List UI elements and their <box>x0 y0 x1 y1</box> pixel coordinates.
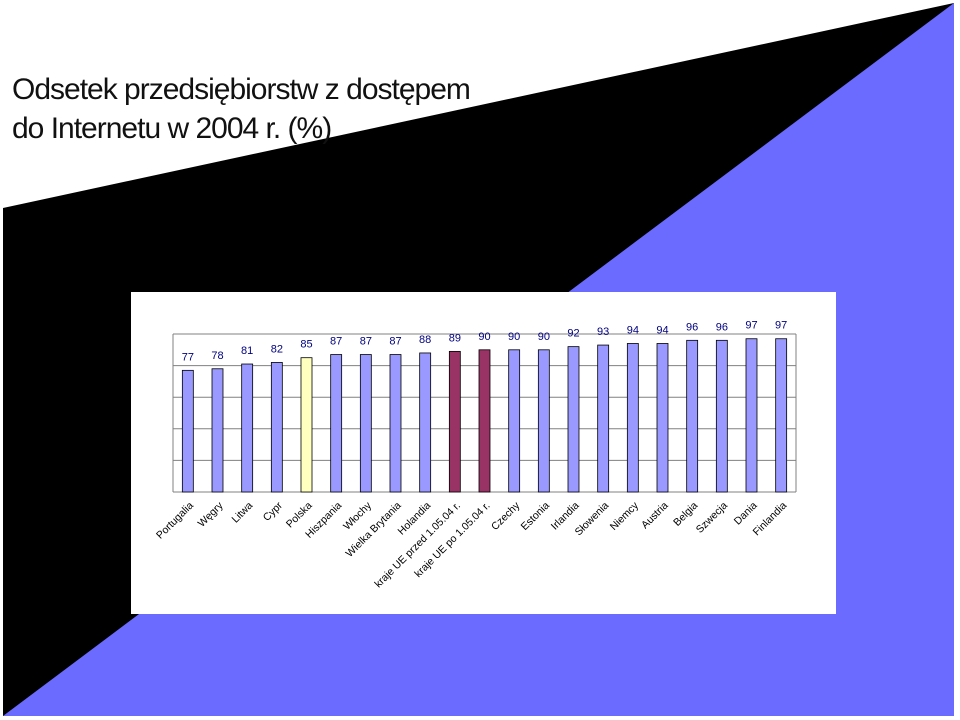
bar-value-label: 90 <box>538 331 550 343</box>
category-label: Węgry <box>196 499 226 529</box>
value-labels: 77 78 81 82 85 87 87 87 88 89 90 90 90 92 93 94 94 96 96 97… <box>182 320 788 364</box>
category-label: Litwa <box>229 500 255 526</box>
bar <box>508 349 521 493</box>
bar <box>745 338 758 493</box>
bar-value-label: 90 <box>478 331 490 343</box>
bar-value-label: 97 <box>775 320 787 332</box>
bar <box>419 352 432 493</box>
bar <box>567 346 580 493</box>
category-label: Wielka Brytania <box>344 500 404 560</box>
slide-title-line-2: do Internetu w 2004 r. (%) <box>12 112 332 145</box>
bar-value-label: 89 <box>449 332 461 344</box>
bar-value-label: 96 <box>716 321 728 333</box>
bar <box>656 343 669 493</box>
bar <box>478 349 491 493</box>
bar-value-label: 93 <box>597 326 609 338</box>
bar-value-label: 81 <box>241 345 253 357</box>
bar-value-label: 87 <box>360 336 372 348</box>
bar-value-label: 87 <box>389 336 401 348</box>
bar <box>211 368 224 493</box>
white-right-edge <box>954 0 960 720</box>
category-label: Austria <box>639 500 671 532</box>
bar-value-label: 96 <box>686 321 698 333</box>
bar <box>775 338 788 493</box>
bar-value-label: 90 <box>508 331 520 343</box>
bar-value-label: 82 <box>271 343 283 355</box>
bar-value-label: 77 <box>182 351 194 363</box>
bar-value-label: 92 <box>567 328 579 340</box>
white-bottom-edge <box>0 716 960 720</box>
white-title-area <box>3 3 954 208</box>
bar-value-label: 94 <box>656 324 668 336</box>
bar <box>181 369 194 493</box>
bar-value-label: 97 <box>745 320 757 332</box>
category-labels: Portugalia Węgry Litwa CyprPolskaHiszpaniaW… <box>154 499 789 590</box>
category-label: Niemcy <box>608 499 642 533</box>
bar <box>597 344 610 493</box>
bar <box>389 354 402 493</box>
slide-title-line-1: Odsetek przedsiębiorstw z dostępem <box>12 73 471 106</box>
bar <box>715 339 728 493</box>
bar <box>359 354 372 493</box>
bar <box>626 343 639 493</box>
bar <box>448 350 461 493</box>
bar <box>300 357 313 493</box>
category-label: Czechy <box>489 499 523 533</box>
bar <box>686 339 699 493</box>
bar-value-label: 88 <box>419 334 431 346</box>
bar <box>241 363 254 493</box>
bar-value-label: 87 <box>330 336 342 348</box>
bar <box>270 362 283 493</box>
bar <box>537 349 550 493</box>
bar-value-label: 94 <box>627 324 639 336</box>
bar-value-label: 85 <box>300 339 312 351</box>
category-label: Dania <box>732 500 760 528</box>
category-label: Portugalia <box>154 500 196 542</box>
category-label: Estonia <box>519 500 552 533</box>
bars <box>181 338 788 493</box>
bar <box>330 354 343 493</box>
category-label: Szwecja <box>694 500 730 536</box>
category-label: Cypr <box>261 499 286 524</box>
bar-value-label: 78 <box>211 350 223 362</box>
chart-panel: 77 78 81 82 85 87 87 87 88 89 90 90 90 92 93 94 94 96 96 97… <box>131 292 836 614</box>
bar-chart: 77 78 81 82 85 87 87 87 88 89 90 90 90 92 93 94 94 96 96 97… <box>154 320 797 590</box>
